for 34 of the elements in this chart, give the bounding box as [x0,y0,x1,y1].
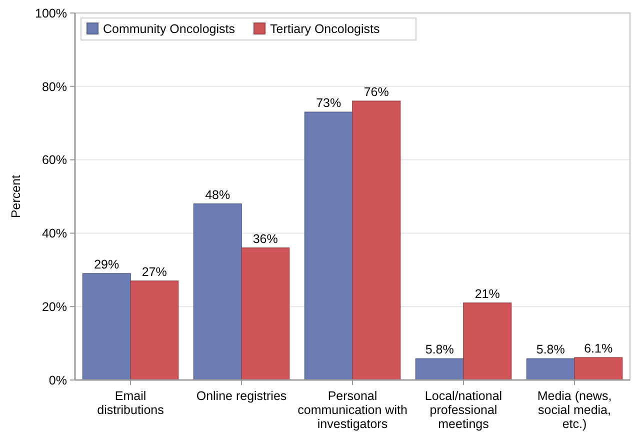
y-tick-label: 60% [42,153,67,168]
data-label: 73% [316,96,342,110]
y-axis-title: Percent [9,174,23,218]
y-tick-label: 80% [42,80,67,94]
x-tick-label: Local/national professional meetings [424,389,502,431]
y-tick-label: 40% [42,226,67,241]
data-label: 27% [142,264,167,279]
bar [193,203,242,380]
bar [415,358,464,380]
data-label: 48% [205,188,230,202]
data-label: 29% [94,258,120,272]
bar [574,357,623,380]
bar [304,112,353,380]
data-label: 21% [474,286,500,301]
x-tick-label: Email distributions [97,389,164,417]
data-label: 6.1% [584,342,613,356]
y-tick-label: 20% [42,300,67,314]
data-label: 76% [364,85,389,100]
bar [82,273,131,380]
y-tick-label: 0% [48,373,67,388]
bar [352,100,401,380]
bar [130,280,179,380]
y-tick-label: 100% [35,6,67,20]
legend-label: Tertiary Oncologists [270,22,380,36]
legend-label: Community Oncologists [103,22,235,36]
data-label: 5.8% [536,342,565,357]
x-tick-label: Online registries [196,389,287,403]
data-label: 5.8% [425,342,454,357]
bar [526,358,575,380]
x-tick-label: Personal communication with investigators [298,389,408,431]
data-label: 36% [252,232,278,246]
bar [463,302,512,380]
bar [241,247,290,380]
x-tick-label: Media (news, social media, etc.) [537,389,612,431]
